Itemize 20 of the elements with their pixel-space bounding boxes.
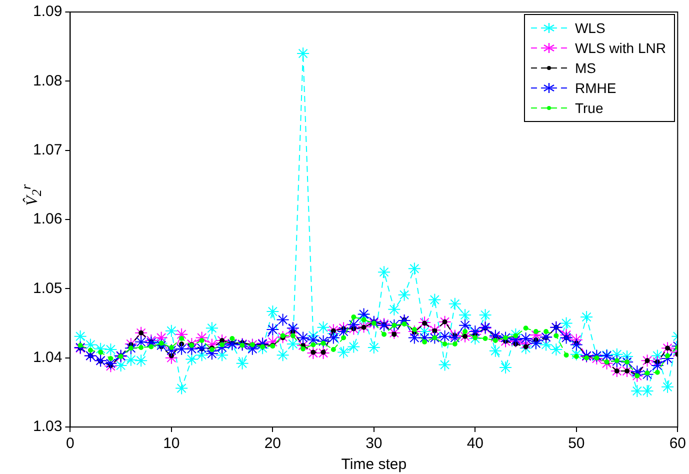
- x-axis-title: Time step: [341, 456, 407, 474]
- legend-label: True: [574, 100, 604, 116]
- y-tick-label: 1.07: [32, 141, 62, 158]
- x-tick-label: 0: [66, 435, 74, 452]
- legend-label: MS: [574, 60, 596, 76]
- x-tick-label: 50: [568, 435, 585, 452]
- legend-label: WLS: [574, 20, 606, 36]
- x-tick-label: 20: [264, 435, 282, 452]
- x-tick-label: 40: [466, 435, 484, 452]
- y-tick-label: 1.09: [32, 3, 62, 20]
- x-tick-label: 60: [669, 435, 686, 452]
- legend-label: RMHE: [574, 80, 616, 96]
- x-tick-label: 30: [366, 435, 382, 452]
- y-tick-label: 1.05: [32, 280, 62, 297]
- y-tick-label: 1.06: [32, 210, 62, 228]
- legend-label: WLS with LNR: [574, 40, 666, 56]
- y-tick-label: 1.04: [32, 348, 62, 366]
- y-tick-label: 1.03: [32, 418, 62, 436]
- x-tick-label: 10: [163, 435, 180, 452]
- y-tick-label: 1.08: [32, 72, 62, 90]
